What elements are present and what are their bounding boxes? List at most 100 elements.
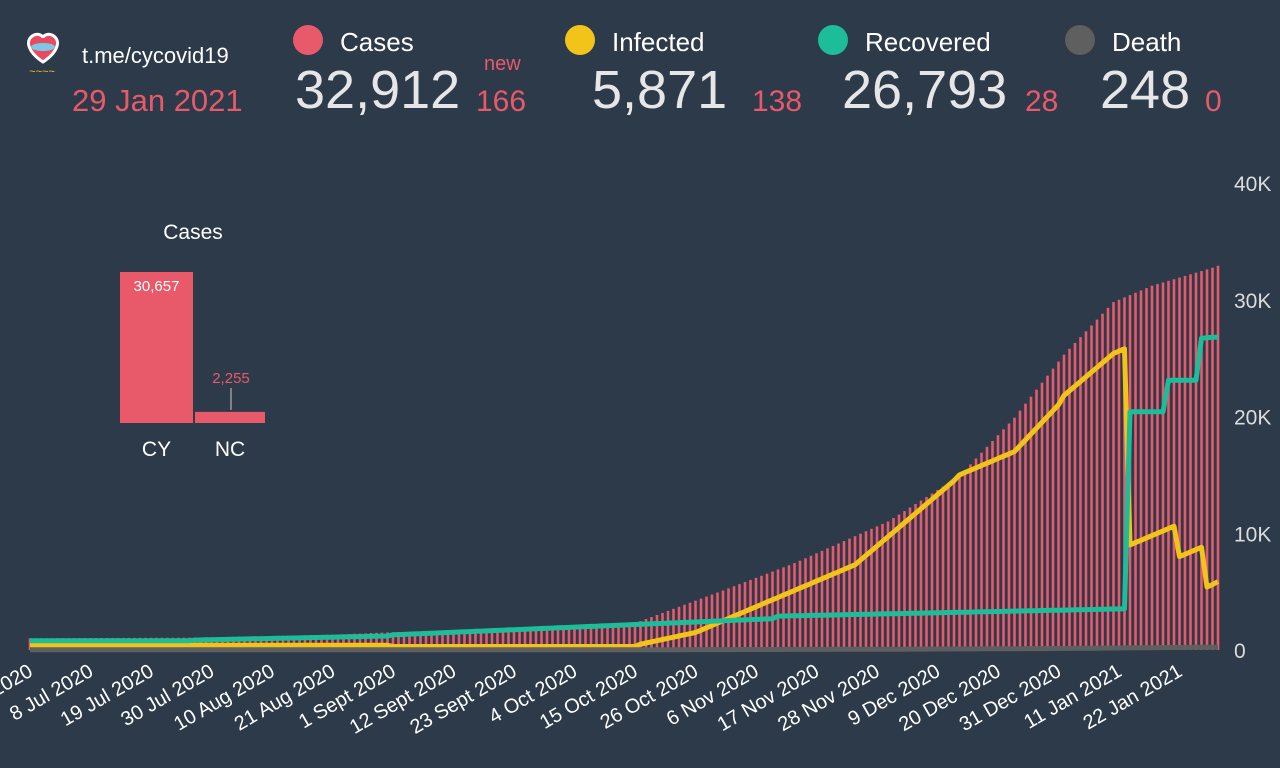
bar: [952, 479, 956, 650]
bar: [782, 567, 785, 650]
new-value: 0: [1205, 85, 1222, 118]
bar: [947, 483, 950, 650]
bar: [870, 528, 873, 650]
bar: [633, 623, 637, 650]
inset-value-label: 2,255: [212, 370, 250, 387]
svg-text:~~~~: ~~~~: [29, 66, 55, 78]
bar: [859, 533, 862, 650]
channel: t.me/cycovid19: [82, 43, 229, 68]
bar: [1068, 348, 1071, 650]
bar: [1156, 284, 1159, 650]
new-value: 138: [752, 85, 802, 118]
bar: [1117, 299, 1121, 650]
bar: [501, 629, 505, 650]
bar: [512, 629, 516, 650]
bar: [892, 518, 895, 650]
bar: [754, 577, 758, 650]
bar: [1013, 417, 1016, 650]
bar: [941, 486, 945, 650]
line-series: [30, 644, 1219, 653]
bar: [925, 497, 928, 650]
bar: [776, 569, 780, 650]
bar: [1079, 337, 1082, 650]
bar: [364, 633, 367, 650]
bar: [479, 630, 483, 650]
y-tick-label: 0: [1234, 640, 1246, 663]
bar: [1106, 307, 1110, 650]
inset-category: CY: [142, 438, 171, 461]
bar: [837, 543, 840, 650]
bar: [452, 630, 455, 650]
y-tick-label: 10K: [1234, 523, 1271, 546]
bar: [342, 634, 345, 650]
bar: [958, 476, 961, 650]
bar: [1145, 288, 1148, 650]
bar: [881, 523, 884, 650]
bar: [793, 563, 796, 650]
bar: [1216, 265, 1220, 650]
inset-title: Cases: [163, 221, 223, 244]
bar: [369, 633, 373, 650]
bar: [386, 632, 389, 650]
bar: [980, 452, 983, 650]
bar: [1073, 342, 1077, 650]
bar: [875, 526, 879, 650]
bar: [391, 632, 395, 650]
bar: [677, 606, 681, 650]
bar: [298, 635, 301, 650]
bar: [765, 573, 769, 650]
bar: [463, 630, 466, 650]
line-series: [30, 334, 1219, 644]
bar: [897, 514, 901, 650]
inset-bar: [195, 411, 265, 423]
bar: [694, 600, 697, 650]
y-tick-label: 30K: [1234, 290, 1271, 313]
bar: [600, 625, 604, 650]
bar: [903, 511, 906, 650]
bar: [672, 608, 675, 650]
bar: [540, 629, 543, 650]
bar: [688, 602, 692, 650]
bar: [1178, 277, 1181, 650]
bar: [809, 555, 813, 650]
bar: [650, 617, 653, 650]
bar: [963, 470, 967, 650]
bar: [534, 629, 538, 650]
bar: [996, 435, 1000, 650]
bar: [644, 619, 648, 650]
bar: [683, 604, 686, 650]
bar: [743, 582, 747, 650]
bar: [419, 631, 422, 650]
bar: [474, 630, 477, 650]
bar: [1029, 396, 1033, 650]
bar: [985, 446, 989, 650]
bar: [595, 626, 598, 650]
bar: [424, 631, 428, 650]
legend-marker: [293, 25, 323, 55]
bar: [589, 626, 593, 650]
bar: [485, 630, 488, 650]
bar: [347, 634, 351, 650]
bar: [831, 545, 835, 650]
bar: [930, 493, 934, 650]
bar: [496, 630, 499, 650]
bar: [617, 624, 620, 650]
bar: [584, 626, 587, 650]
bar: [303, 635, 307, 650]
bar: [919, 500, 923, 650]
total-value: 248: [1100, 60, 1190, 120]
bar: [974, 458, 978, 650]
bar: [749, 579, 752, 650]
bar: [1062, 354, 1066, 650]
bar: [853, 536, 857, 650]
bar: [771, 571, 774, 650]
bar: [1040, 382, 1044, 650]
bar: [1183, 275, 1187, 650]
bar: [1002, 429, 1005, 650]
bar: [468, 630, 472, 650]
legend-label: Cases: [340, 27, 414, 57]
bar: [551, 628, 554, 650]
bar: [886, 521, 890, 650]
bar: [573, 627, 576, 650]
